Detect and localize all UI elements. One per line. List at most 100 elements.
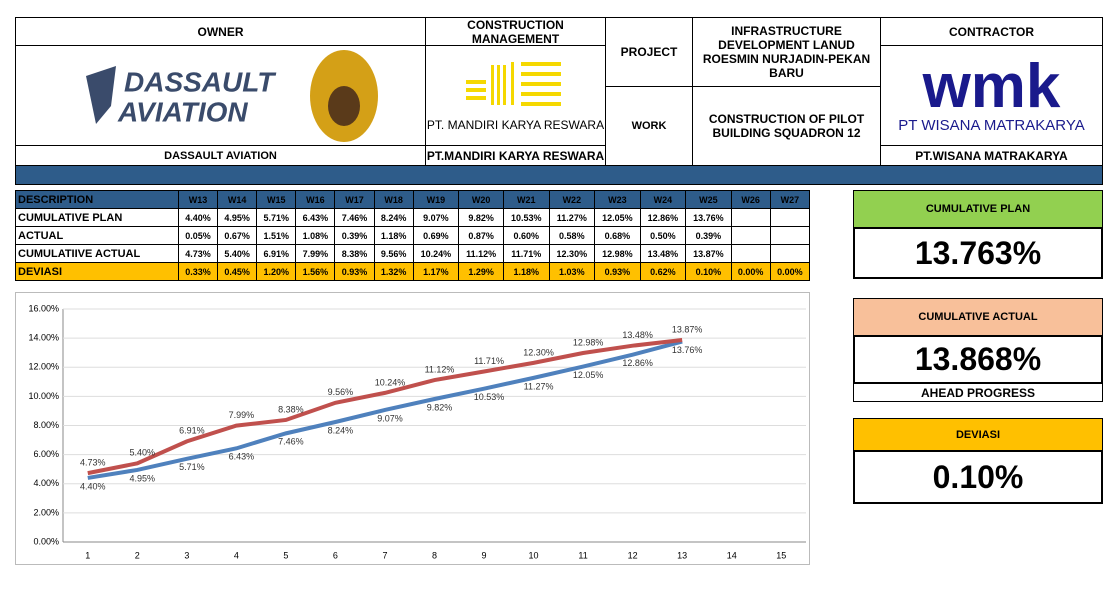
y-tick-label: 6.00%	[33, 449, 59, 459]
data-label: 6.43%	[229, 452, 255, 462]
column-header: W20	[458, 190, 505, 209]
table-cell: 1.18%	[503, 262, 550, 281]
table-cell	[730, 208, 771, 227]
table-cell: 1.20%	[256, 262, 297, 281]
column-header: W18	[373, 190, 414, 209]
column-header: W15	[256, 190, 297, 209]
x-tick-label: 12	[628, 550, 638, 560]
table-cell: 6.43%	[295, 208, 336, 227]
table-cell: 13.76%	[685, 208, 732, 227]
table-cell	[769, 226, 811, 245]
data-label: 8.24%	[328, 425, 354, 435]
column-header: W13	[177, 190, 219, 209]
table-cell: 4.40%	[177, 208, 219, 227]
owner-logo: DASSAULT AVIATION	[15, 45, 426, 146]
cm-title: CONSTRUCTION MANAGEMENT	[425, 17, 606, 46]
column-header: W26	[730, 190, 771, 209]
table-header: DESCRIPTION W13 W14 W15 W16 W17 W18 W19 W20 W21 W2…	[15, 190, 811, 209]
work-label: WORK	[605, 86, 693, 166]
table-cell: 0.93%	[594, 262, 641, 281]
emblem-center	[328, 86, 360, 126]
table-cell: 6.91%	[256, 244, 297, 263]
table-cell	[730, 244, 771, 263]
table-cell: 7.99%	[295, 244, 336, 263]
row-label: CUMULATIVE PLAN	[15, 208, 179, 227]
table-cell: 1.08%	[295, 226, 336, 245]
table-cell	[769, 244, 811, 263]
table-cell: 9.82%	[458, 208, 505, 227]
chart-frame: 0.00% 2.00% 4.00% 6.00% 8.00% 10.00% 12.00% 14.…	[15, 292, 810, 565]
data-label: 13.76%	[672, 345, 703, 355]
column-header: W19	[412, 190, 460, 209]
x-tick-label: 1	[85, 550, 90, 560]
data-label: 6.91%	[179, 426, 205, 436]
table-cell: 0.10%	[685, 262, 732, 281]
table-cell: 12.30%	[548, 244, 596, 263]
data-label: 9.07%	[377, 413, 403, 423]
table-cell: 0.58%	[548, 226, 596, 245]
x-tick-label: 9	[482, 550, 487, 560]
table-cell: 1.32%	[373, 262, 414, 281]
table-cell: 0.50%	[639, 226, 687, 245]
data-label: 4.40%	[80, 481, 106, 491]
data-label: 11.27%	[524, 381, 554, 391]
x-tick-label: 2	[135, 550, 140, 560]
table-cell: 1.56%	[295, 262, 336, 281]
y-tick-label: 14.00%	[28, 333, 59, 343]
contractor-logo-text: PT WISANA MATRAKARYA	[898, 117, 1085, 134]
data-label: 7.46%	[278, 437, 304, 447]
x-tick-label: 15	[776, 550, 786, 560]
owner-name: DASSAULT AVIATION	[15, 145, 426, 166]
data-label: 5.40%	[130, 448, 156, 458]
owner-title: OWNER	[15, 17, 426, 46]
x-tick-label: 4	[234, 550, 239, 560]
table-cell: 12.05%	[594, 208, 641, 227]
row-label: ACTUAL	[15, 226, 179, 245]
x-tick-label: 10	[529, 550, 539, 560]
cm-graphic	[465, 61, 561, 106]
y-tick-label: 4.00%	[33, 478, 59, 488]
dev-title: DEVIASI	[853, 418, 1103, 451]
table-cell: 0.39%	[685, 226, 732, 245]
table-cell: 8.38%	[334, 244, 375, 263]
column-header: W21	[503, 190, 550, 209]
table-cell: 5.71%	[256, 208, 297, 227]
table-cell: 11.12%	[458, 244, 505, 263]
row-label: DEVIASI	[15, 262, 179, 281]
contractor-title: CONTRACTOR	[880, 17, 1103, 46]
x-tick-label: 8	[432, 550, 437, 560]
cm-logo: PT. MANDIRI KARYA RESWARA	[425, 45, 606, 146]
table-cell: 1.17%	[412, 262, 460, 281]
data-label: 10.24%	[375, 377, 406, 387]
cm-logo-text: PT. MANDIRI KARYA RESWARA	[426, 117, 605, 132]
y-tick-label: 2.00%	[33, 507, 59, 517]
table-cell: 0.60%	[503, 226, 550, 245]
x-tick-label: 14	[727, 550, 737, 560]
column-header: W22	[548, 190, 596, 209]
column-header: W17	[334, 190, 375, 209]
table-cell: 11.27%	[548, 208, 596, 227]
project-label: PROJECT	[605, 17, 693, 87]
x-tick-label: 7	[382, 550, 387, 560]
progress-table: DESCRIPTION W13 W14 W15 W16 W17 W18 W19 W20 W21 W2…	[15, 190, 811, 281]
table-cell: 5.40%	[217, 244, 258, 263]
divider-bar	[15, 165, 1103, 185]
table-cell: 13.87%	[685, 244, 732, 263]
series-line	[87, 339, 683, 480]
logos: DASSAULT AVIATION	[86, 50, 378, 142]
table-cell: 1.51%	[256, 226, 297, 245]
data-label: 12.98%	[573, 337, 604, 347]
table-cell: 7.46%	[334, 208, 375, 227]
table-cell: 0.00%	[769, 262, 811, 281]
table-cell: 11.71%	[503, 244, 550, 263]
table-cell	[769, 208, 811, 227]
table-cell: 8.24%	[373, 208, 414, 227]
table-cell: 9.07%	[412, 208, 460, 227]
table-cell: 0.45%	[217, 262, 258, 281]
logo-text: AVIATION	[117, 96, 248, 127]
row-label: CUMULATIIVE ACTUAL	[15, 244, 179, 263]
column-header: DESCRIPTION	[15, 190, 179, 209]
ahead-progress: AHEAD PROGRESS	[853, 383, 1103, 402]
x-tick-label: 13	[677, 550, 687, 560]
data-label: 11.12%	[425, 364, 455, 374]
